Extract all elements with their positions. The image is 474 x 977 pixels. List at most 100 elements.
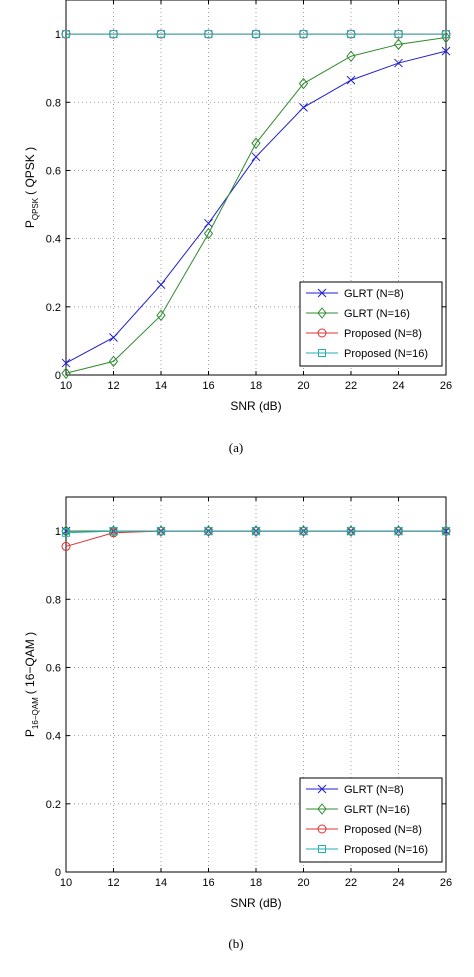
x-tick-label: 10 — [60, 380, 72, 392]
legend-marker — [317, 824, 327, 834]
legend-marker — [318, 349, 326, 357]
data-point-marker — [442, 30, 450, 39]
y-axis-label: P16−QAM ( 16−QAM ) — [23, 632, 40, 737]
legend-entry-label: Proposed (N=8) — [344, 328, 422, 340]
data-point-marker — [393, 38, 404, 51]
data-point-marker — [62, 30, 70, 39]
legend: GLRT (N=8) GLRT (N=16) Proposed (N=8) Propo… — [299, 777, 443, 863]
data-point-marker — [109, 333, 118, 342]
y-axis-label-subscript: 16−QAM — [31, 697, 40, 729]
legend: GLRT (N=8) GLRT (N=16) Proposed (N=8) Propo… — [299, 281, 443, 367]
data-point-marker — [298, 77, 309, 90]
data-point-marker — [394, 30, 403, 39]
x-tick-label: 18 — [250, 877, 262, 889]
y-tick-label: 0.8 — [46, 594, 61, 606]
data-point-marker — [394, 527, 403, 536]
legend-entry-label: GLRT (N=8) — [344, 784, 404, 796]
data-point-marker — [108, 355, 119, 368]
x-tick-label: 12 — [107, 380, 119, 392]
x-tick-label: 14 — [155, 877, 167, 889]
legend-frame — [299, 777, 443, 863]
legend-marker — [317, 328, 327, 338]
x-axis-label: SNR (dB) — [230, 399, 281, 413]
legend-entry-label: Proposed (N=8) — [344, 824, 422, 836]
data-point-marker — [251, 152, 261, 162]
legend-entry-label: GLRT (N=8) — [344, 288, 404, 300]
data-point-marker — [252, 527, 260, 536]
x-tick-label: 22 — [345, 877, 357, 889]
data-point-marker — [346, 525, 356, 537]
legend-frame — [299, 281, 443, 367]
legend-marker — [318, 845, 326, 853]
data-point-marker — [442, 527, 450, 536]
legend-marker — [317, 784, 327, 794]
x-tick-label: 20 — [297, 877, 309, 889]
data-point-marker — [62, 528, 70, 537]
data-point-marker — [252, 30, 260, 39]
y-tick-label: 0 — [55, 867, 61, 879]
legend-marker — [317, 803, 327, 815]
series-proposed-n-16 — [62, 527, 450, 537]
data-point-marker — [299, 30, 308, 39]
data-point-marker — [393, 525, 404, 537]
x-tick-label: 22 — [345, 380, 357, 392]
series-line — [65, 37, 447, 374]
data-point-marker — [441, 525, 451, 537]
data-point-marker — [347, 527, 355, 536]
data-point-marker — [346, 75, 356, 85]
y-tick-label: 0.6 — [46, 662, 61, 674]
legend-entry-label: Proposed (N=16) — [344, 844, 428, 856]
y-axis-label-tail: ( 16−QAM ) — [23, 632, 37, 694]
x-axis-label: SNR (dB) — [230, 896, 281, 910]
series-glrt-n-8 — [61, 46, 451, 368]
series-line — [65, 530, 446, 534]
figure-caption: (a) — [229, 440, 243, 455]
y-axis-label-subscript: QPSK — [31, 197, 40, 220]
data-point-marker — [156, 525, 166, 537]
x-tick-label: 12 — [107, 877, 119, 889]
y-tick-label: 0.4 — [46, 234, 61, 246]
figure-caption: (b) — [228, 936, 243, 951]
data-point-marker — [61, 358, 71, 368]
y-axis-label-main: P — [23, 729, 37, 737]
data-point-marker — [441, 46, 451, 56]
data-point-marker — [204, 30, 213, 39]
legend-marker — [317, 288, 327, 298]
y-tick-label: 0.2 — [46, 799, 61, 811]
data-point-marker — [299, 103, 308, 112]
data-point-marker — [61, 541, 71, 551]
x-tick-label: 24 — [392, 877, 404, 889]
y-axis-label: PQPSK ( QPSK ) — [23, 147, 40, 228]
data-point-marker — [157, 527, 165, 536]
x-tick-label: 10 — [60, 877, 72, 889]
y-axis-label-main: P — [23, 220, 37, 228]
series-proposed-n-16 — [62, 30, 450, 39]
y-tick-label: 1 — [55, 29, 61, 41]
y-tick-label: 1 — [55, 526, 61, 538]
data-point-marker — [109, 30, 118, 39]
data-point-marker — [156, 309, 166, 322]
data-point-marker — [346, 50, 356, 63]
legend-entry-label: GLRT (N=16) — [344, 804, 410, 816]
x-tick-label: 20 — [297, 380, 309, 392]
data-point-marker — [204, 527, 213, 536]
x-tick-label: 14 — [155, 380, 167, 392]
data-point-marker — [157, 30, 165, 39]
x-tick-label: 24 — [392, 380, 404, 392]
y-tick-label: 0.2 — [46, 302, 61, 314]
data-point-marker — [347, 30, 355, 39]
series-glrt-n-16 — [61, 31, 451, 380]
data-point-marker — [299, 527, 308, 536]
data-point-marker — [394, 58, 403, 68]
legend-entry-label: GLRT (N=16) — [344, 308, 410, 320]
y-tick-label: 0.4 — [46, 731, 61, 743]
data-point-marker — [156, 280, 166, 290]
x-tick-label: 16 — [202, 877, 214, 889]
x-tick-label: 26 — [440, 877, 452, 889]
data-point-marker — [204, 218, 213, 228]
data-point-marker — [203, 227, 214, 240]
data-point-marker — [441, 31, 451, 44]
chart-panel-a: 10 12 14 16 18 20 22 24 26 0 0.2 0.4 0.6 0.8 1 SNR (dB)… — [23, 0, 452, 455]
x-tick-label: 18 — [250, 380, 262, 392]
